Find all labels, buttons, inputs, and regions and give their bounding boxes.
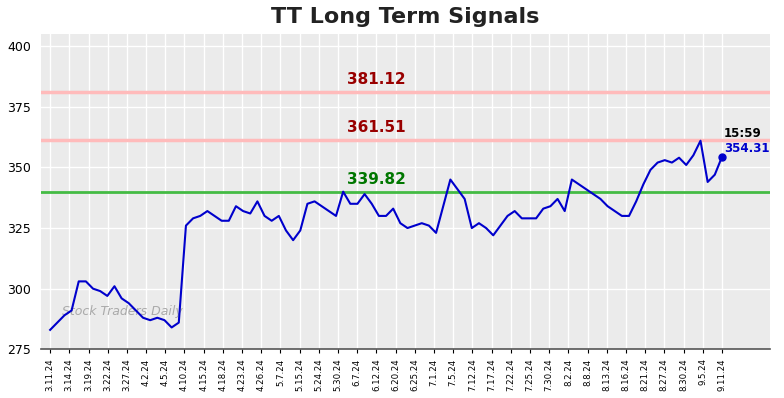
Text: 354.31: 354.31 xyxy=(724,142,769,154)
Text: 381.12: 381.12 xyxy=(347,72,405,87)
Text: Stock Traders Daily: Stock Traders Daily xyxy=(63,305,183,318)
Text: 339.82: 339.82 xyxy=(347,172,406,187)
Title: TT Long Term Signals: TT Long Term Signals xyxy=(271,7,539,27)
Text: 361.51: 361.51 xyxy=(347,120,405,135)
Text: 15:59: 15:59 xyxy=(724,127,761,140)
